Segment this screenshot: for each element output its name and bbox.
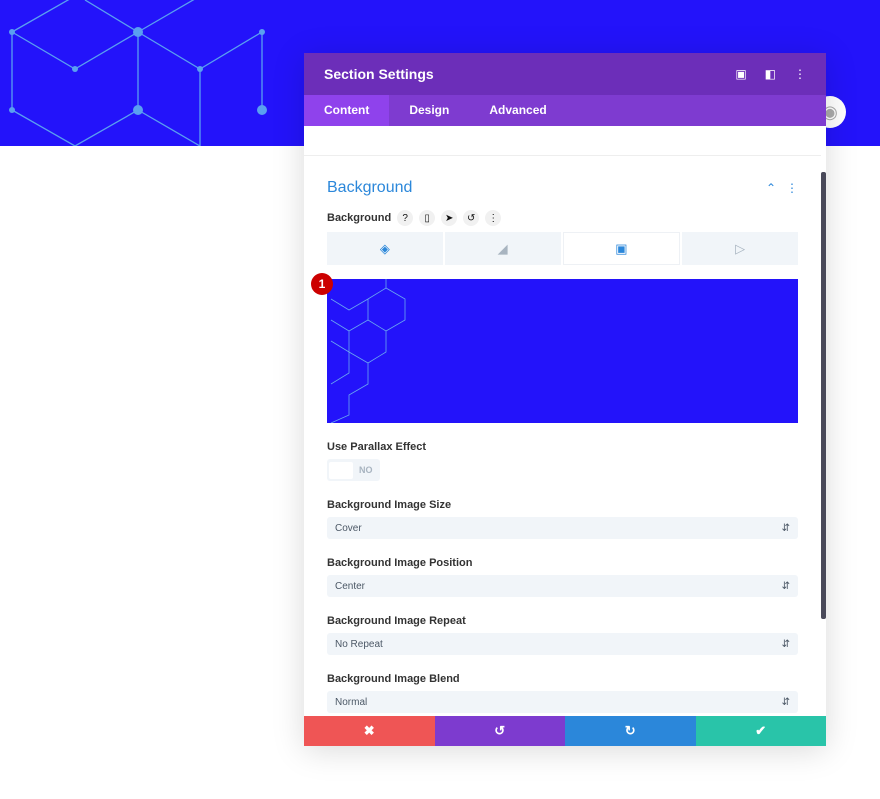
undo-button[interactable]: ↺ xyxy=(434,716,565,746)
select-value: Center xyxy=(335,580,366,592)
select-arrows-icon: ⇵ xyxy=(781,696,790,708)
hex-pattern-background xyxy=(9,0,267,146)
cancel-button[interactable]: ✖ xyxy=(304,716,435,746)
focus-icon[interactable]: ▣ xyxy=(735,67,747,81)
field-label: Background Image Blend xyxy=(327,673,460,685)
paint-bucket-icon: ◈ xyxy=(379,240,390,256)
chevron-up-icon[interactable]: ⌃ xyxy=(765,181,776,195)
select-field: Background Image Blend Normal ⇵ xyxy=(327,673,798,713)
select-arrows-icon: ⇵ xyxy=(781,522,790,534)
select-arrows-icon: ⇵ xyxy=(781,638,790,650)
field-label: Background Image Repeat xyxy=(327,615,466,627)
divider xyxy=(304,155,821,156)
select-arrows-icon: ⇵ xyxy=(781,580,790,592)
tab-content[interactable]: Content xyxy=(304,95,390,126)
section-settings-modal: Section Settings ▣ ◧ ⋮ Content Design Ad… xyxy=(304,53,826,746)
select-value: No Repeat xyxy=(335,638,383,650)
field-label: Background Image Size xyxy=(327,499,452,511)
hex-pattern-thumbnail xyxy=(330,277,406,424)
image-icon: ▣ xyxy=(615,240,628,256)
bg-color-tab[interactable]: ◈ xyxy=(327,232,443,265)
help-icon[interactable]: ? xyxy=(397,210,414,226)
select-dropdown[interactable]: No Repeat ⇵ xyxy=(327,633,798,655)
more-icon[interactable]: ⋮ xyxy=(485,210,502,226)
step-badge: 1 xyxy=(311,273,333,295)
modal-header: Section Settings ▣ ◧ ⋮ xyxy=(304,53,826,95)
bg-image-tab[interactable]: ▣ xyxy=(562,232,681,265)
video-icon: ▷ xyxy=(735,240,746,256)
more-icon[interactable]: ⋮ xyxy=(786,181,798,195)
bg-gradient-tab[interactable]: ◢ xyxy=(444,232,561,265)
select-field: Background Image Size Cover ⇵ xyxy=(327,499,798,539)
select-dropdown[interactable]: Cover ⇵ xyxy=(327,517,798,539)
scrollbar[interactable] xyxy=(821,172,826,619)
modal-footer: ✖ ↺ ↻ ✔ xyxy=(304,716,826,746)
gradient-icon: ◢ xyxy=(497,240,508,256)
tab-design[interactable]: Design xyxy=(409,103,450,117)
select-field: Background Image Repeat No Repeat ⇵ xyxy=(327,615,798,655)
background-label: Background xyxy=(327,212,392,224)
select-value: Cover xyxy=(335,522,362,534)
reset-icon[interactable]: ↺ xyxy=(463,210,480,226)
split-view-icon[interactable]: ◧ xyxy=(764,67,776,81)
tab-bar: Content Design Advanced xyxy=(304,95,826,126)
background-image-preview[interactable]: 1 xyxy=(311,273,798,424)
save-button[interactable]: ✔ xyxy=(695,716,826,746)
tab-advanced[interactable]: Advanced xyxy=(489,103,547,117)
cursor-icon[interactable]: ➤ xyxy=(441,210,458,226)
redo-button[interactable]: ↻ xyxy=(565,716,696,746)
select-field: Background Image Position Center ⇵ xyxy=(327,557,798,597)
mobile-icon[interactable]: ▯ xyxy=(419,210,436,226)
toggle-value: NO xyxy=(359,465,373,475)
parallax-toggle[interactable]: NO xyxy=(327,459,380,481)
parallax-label: Use Parallax Effect xyxy=(327,441,427,453)
modal-title: Section Settings xyxy=(324,66,434,82)
select-dropdown[interactable]: Center ⇵ xyxy=(327,575,798,597)
select-dropdown[interactable]: Normal ⇵ xyxy=(327,691,798,713)
section-title: Background xyxy=(327,179,413,196)
bg-video-tab[interactable]: ▷ xyxy=(682,232,798,265)
more-icon[interactable]: ⋮ xyxy=(794,67,806,81)
field-label: Background Image Position xyxy=(327,557,473,569)
select-value: Normal xyxy=(335,696,368,708)
